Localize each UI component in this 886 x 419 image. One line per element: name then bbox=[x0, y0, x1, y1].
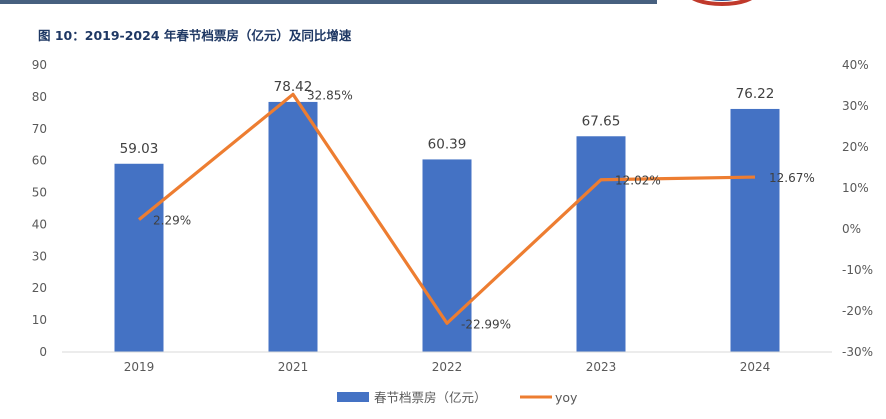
bar-data-label: 67.65 bbox=[582, 113, 621, 129]
legend-bar-swatch bbox=[337, 392, 369, 402]
bar-data-label: 78.42 bbox=[274, 79, 313, 95]
y-right-tick-label: 10% bbox=[842, 181, 869, 195]
yoy-data-label: -22.99% bbox=[461, 317, 511, 331]
figure-title: 图 10：2019-2024 年春节档票房（亿元）及同比增速 bbox=[38, 28, 352, 43]
bar bbox=[268, 101, 318, 352]
x-tick-label: 2023 bbox=[586, 360, 617, 374]
x-tick-label: 2024 bbox=[740, 360, 771, 374]
y-left-tick-label: 50 bbox=[32, 186, 47, 200]
x-tick-label: 2022 bbox=[432, 360, 463, 374]
header-divider-bar bbox=[0, 0, 657, 4]
yoy-data-label: 12.02% bbox=[615, 174, 661, 188]
yoy-data-label: 32.85% bbox=[307, 88, 353, 102]
brand-logo bbox=[692, 0, 752, 6]
y-left-tick-label: 60 bbox=[32, 154, 47, 168]
y-right-tick-label: 20% bbox=[842, 140, 869, 154]
bar bbox=[730, 108, 780, 352]
x-tick-label: 2019 bbox=[124, 360, 155, 374]
y-left-tick-label: 30 bbox=[32, 249, 47, 263]
bar-data-label: 59.03 bbox=[120, 141, 159, 157]
y-left-tick-label: 10 bbox=[32, 313, 47, 327]
y-left-tick-label: 90 bbox=[32, 58, 47, 72]
y-left-tick-label: 0 bbox=[39, 345, 47, 359]
bar bbox=[576, 136, 626, 352]
y-left-tick-label: 70 bbox=[32, 122, 47, 136]
bar-data-label: 76.22 bbox=[736, 86, 775, 102]
bar bbox=[422, 159, 472, 352]
bar bbox=[114, 163, 164, 352]
yoy-data-label: 2.29% bbox=[153, 214, 191, 228]
y-right-tick-label: 30% bbox=[842, 99, 869, 113]
yoy-line bbox=[137, 92, 756, 325]
y-left-tick-label: 80 bbox=[32, 90, 47, 104]
y-left-tick-label: 20 bbox=[32, 281, 47, 295]
legend-line-label: yoy bbox=[555, 390, 578, 405]
y-right-tick-label: -10% bbox=[842, 263, 873, 277]
y-right-tick-label: -20% bbox=[842, 304, 873, 318]
y-left-tick-label: 40 bbox=[32, 217, 47, 231]
y-right-tick-label: -30% bbox=[842, 345, 873, 359]
y-right-tick-label: 0% bbox=[842, 222, 861, 236]
legend-bar-label: 春节档票房（亿元） bbox=[374, 390, 487, 405]
x-tick-label: 2021 bbox=[278, 360, 309, 374]
y-right-tick-label: 40% bbox=[842, 58, 869, 72]
bar-data-label: 60.39 bbox=[428, 136, 467, 152]
yoy-data-label: 12.67% bbox=[769, 171, 815, 185]
